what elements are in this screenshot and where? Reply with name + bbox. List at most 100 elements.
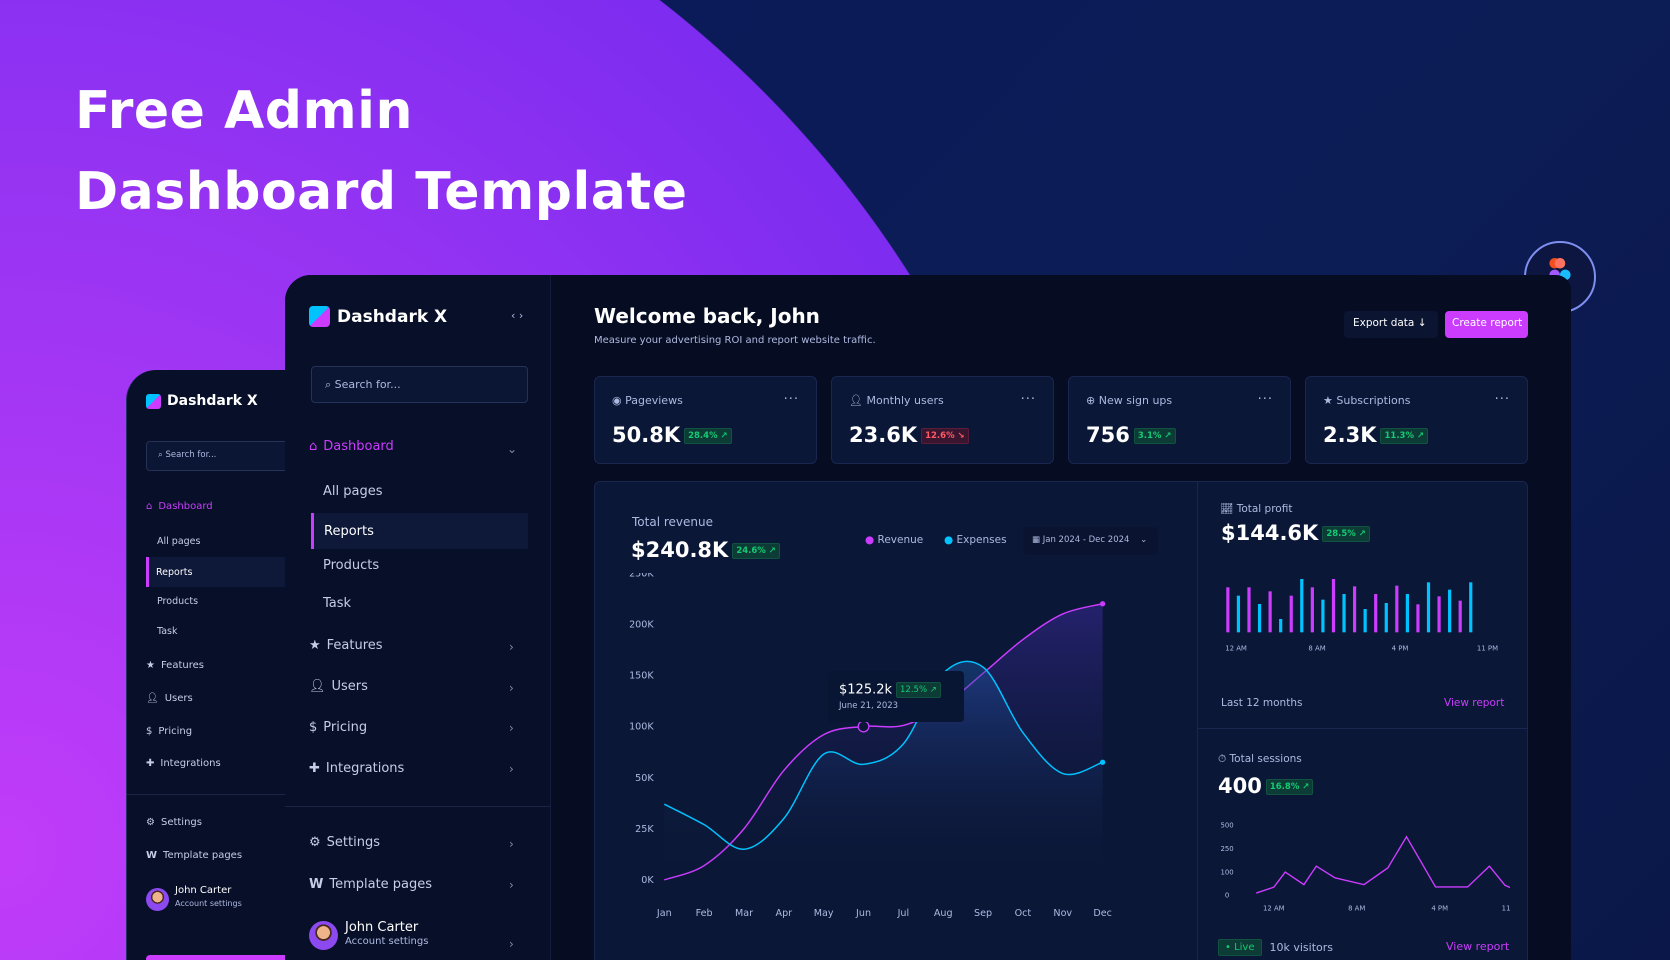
profit-change-badge: 28.5% ↗: [1322, 526, 1370, 542]
more-options-icon[interactable]: ···: [1257, 392, 1273, 407]
profit-bar: [1416, 604, 1420, 633]
dollar-icon: $: [309, 720, 318, 735]
profit-bar: [1363, 609, 1367, 633]
logo-icon: [309, 306, 330, 327]
sidebar-item-users[interactable]: 👤︎ Users: [146, 693, 193, 704]
date-range-select[interactable]: ▦ Jan 2024 - Dec 2024 ⌄: [1023, 527, 1158, 555]
hero-title-line2: Dashboard Template: [75, 162, 688, 222]
sidebar-item-features[interactable]: ★ Features: [309, 638, 383, 653]
sidebar-sub-all-pages[interactable]: All pages: [323, 484, 383, 499]
x-tick-label: 4 PM: [1431, 904, 1448, 912]
chart-tooltip: $125.2k 12.5% ↗ June 21, 2023: [828, 671, 964, 722]
x-tick-label: Sep: [974, 908, 992, 919]
chevron-right-icon[interactable]: ›: [509, 837, 514, 851]
sidebar-item-pricing[interactable]: $ Pricing: [309, 720, 368, 735]
sidebar-item-integrations[interactable]: ✚ Integrations: [146, 758, 221, 769]
y-tick-label: 200K: [629, 619, 654, 630]
x-tick-label: 4 PM: [1392, 644, 1409, 652]
y-tick-label: 250: [1220, 845, 1233, 853]
stopwatch-icon: ⏱︎: [1218, 753, 1227, 765]
sidebar-item-template-pages[interactable]: W Template pages: [309, 877, 433, 892]
sessions-change-badge: 16.8% ↗: [1265, 779, 1314, 795]
stat-value: 50.8K: [612, 423, 681, 447]
profit-bar: [1395, 585, 1399, 633]
sidebar-sub-products[interactable]: Products: [157, 596, 199, 607]
sessions-value: 400 16.8% ↗: [1218, 774, 1314, 798]
x-tick-label: 11 PM: [1477, 644, 1498, 652]
star-icon: ★: [309, 638, 321, 653]
x-tick-label: Jul: [897, 908, 910, 919]
x-tick-label: Jan: [656, 908, 672, 919]
chevron-down-icon: ⌄: [1140, 535, 1148, 545]
search-input[interactable]: ⌕ Search for...: [146, 441, 295, 471]
account-settings-link[interactable]: Account settings: [175, 899, 242, 908]
sidebar-item-dashboard[interactable]: ⌂ Dashboard: [309, 439, 394, 454]
chevron-right-icon[interactable]: ›: [509, 640, 514, 654]
profit-bar: [1437, 596, 1441, 633]
account-settings-link[interactable]: Account settings: [345, 936, 429, 947]
profit-bar-chart: 12 AM 8 AM 4 PM 11 PM: [1225, 579, 1498, 652]
more-options-icon[interactable]: ···: [783, 392, 799, 407]
chevron-right-icon[interactable]: ›: [509, 681, 514, 695]
avatar[interactable]: [309, 921, 338, 950]
sidebar-item-users[interactable]: 👤︎ Users: [309, 679, 368, 694]
y-tick-label: 50K: [635, 773, 654, 784]
divider: [285, 806, 551, 807]
sidebar-sub-reports[interactable]: Reports: [311, 513, 528, 549]
chevron-right-icon[interactable]: ›: [509, 762, 514, 776]
sidebar-sub-products[interactable]: Products: [323, 558, 380, 573]
user-icon: 👤︎: [146, 693, 159, 704]
chevron-right-icon[interactable]: ›: [509, 878, 514, 892]
sidebar-sub-task[interactable]: Task: [323, 596, 352, 611]
profit-bar: [1279, 619, 1283, 633]
sidebar-item-integrations[interactable]: ✚ Integrations: [309, 761, 405, 776]
stat-card-monthly-users: 👤︎ Monthly users ··· 23.6K 12.6% ↘: [831, 376, 1054, 464]
sidebar-item-settings[interactable]: ⚙ Settings: [309, 835, 380, 850]
create-report-button[interactable]: Create report: [1445, 311, 1528, 338]
stat-card-new-sign-ups: ⊕ New sign ups ··· 756 3.1% ↗: [1068, 376, 1291, 464]
sidebar-item-features[interactable]: ★ Features: [146, 660, 204, 671]
legend-expenses: ● Expenses: [944, 534, 1007, 546]
more-options-icon[interactable]: ···: [1020, 392, 1036, 407]
x-tick-label: 12 AM: [1263, 904, 1285, 912]
star-icon: ★: [146, 660, 155, 671]
chevron-right-icon[interactable]: ›: [509, 937, 514, 951]
chart-line-icon: 📈︎: [1220, 503, 1234, 515]
profit-bar: [1384, 603, 1388, 633]
chevron-down-icon[interactable]: ⌄: [507, 442, 518, 456]
divider: [1198, 728, 1527, 729]
profit-bar: [1310, 587, 1314, 633]
code-brackets-icon[interactable]: ‹ ›: [511, 309, 524, 322]
profit-bar: [1342, 594, 1346, 633]
user-icon: 👤︎: [309, 679, 326, 694]
sidebar-item-pricing[interactable]: $ Pricing: [146, 726, 193, 737]
more-options-icon[interactable]: ···: [1494, 392, 1510, 407]
end-point: [1099, 601, 1106, 607]
profit-title: 📈︎ Total profit: [1220, 503, 1293, 515]
brand-name: Dashdark X: [337, 306, 448, 327]
search-icon: ⌕: [325, 378, 335, 391]
w-icon: W: [309, 877, 324, 892]
profit-bar: [1458, 600, 1462, 633]
sidebar-button[interactable]: [146, 955, 295, 960]
avatar[interactable]: [146, 888, 169, 911]
profit-view-report-link[interactable]: View report: [1444, 697, 1505, 709]
export-data-button[interactable]: Export data ↓: [1344, 311, 1438, 338]
search-input[interactable]: ⌕ Search for...: [311, 366, 528, 403]
search-icon: ⌕: [158, 450, 166, 460]
arrow-down-icon: ↓: [1417, 317, 1427, 329]
home-icon: ⌂: [146, 501, 153, 512]
sidebar-item-settings[interactable]: ⚙ Settings: [146, 817, 202, 828]
profit-bar: [1226, 587, 1230, 633]
sidebar-item-dashboard[interactable]: ⌂ Dashboard: [146, 501, 213, 512]
sidebar-sub-all-pages[interactable]: All pages: [157, 536, 201, 547]
sidebar-sub-task[interactable]: Task: [157, 626, 178, 637]
sessions-view-report-link[interactable]: View report: [1446, 940, 1510, 953]
sidebar-item-template-pages[interactable]: W Template pages: [146, 850, 243, 861]
stat-card-pageviews: ◉ Pageviews ··· 50.8K 28.4% ↗: [594, 376, 817, 464]
x-tick-label: Nov: [1053, 908, 1072, 919]
profit-bar: [1236, 595, 1241, 633]
sidebar-sub-reports[interactable]: Reports: [146, 557, 295, 587]
chevron-right-icon[interactable]: ›: [509, 721, 514, 735]
revenue-title: Total revenue: [632, 515, 713, 529]
